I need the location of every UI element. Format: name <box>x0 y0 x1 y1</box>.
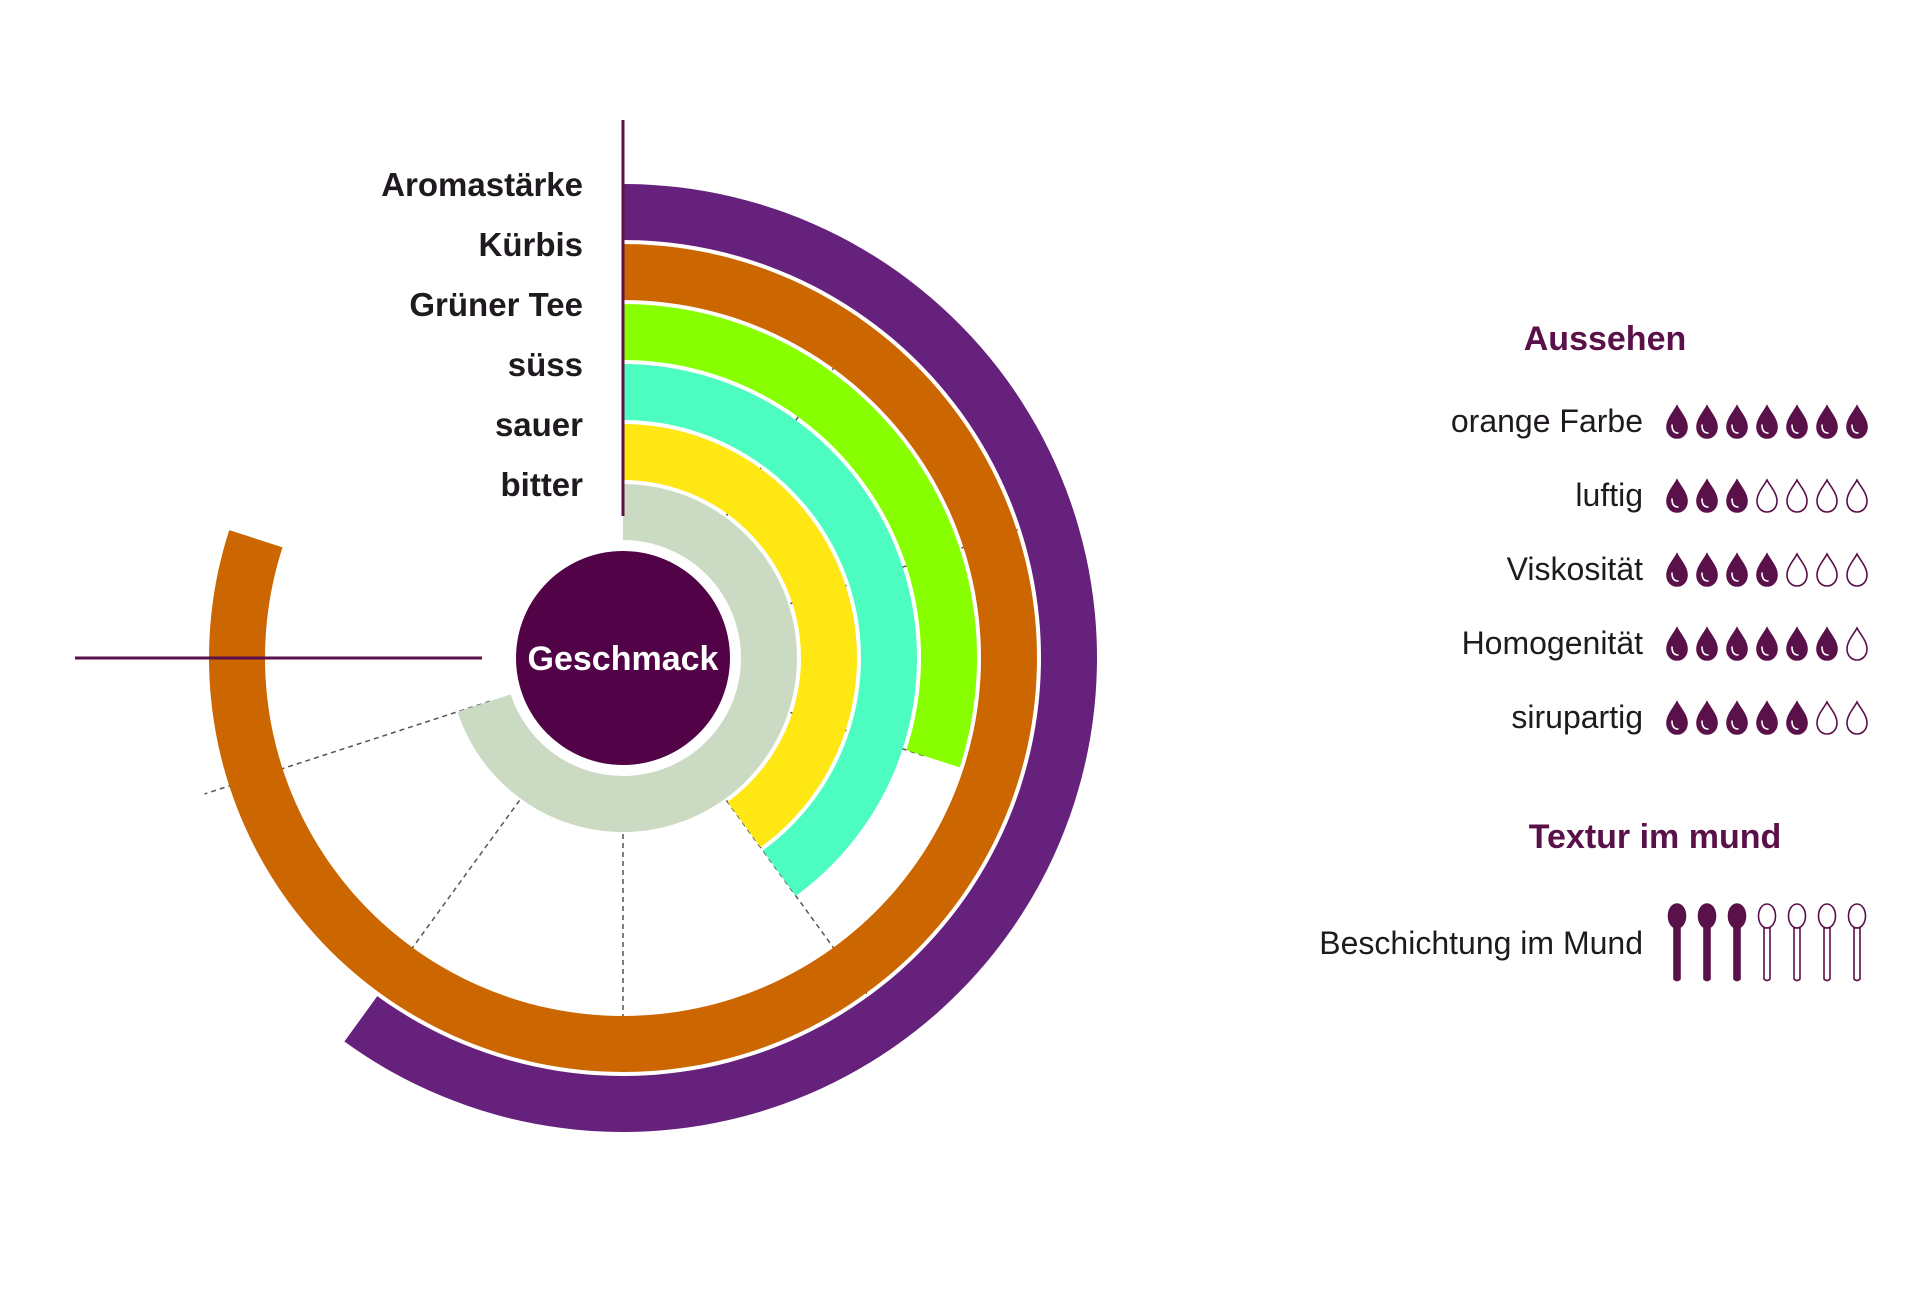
drop-icon <box>1666 404 1688 439</box>
drop-icon <box>1756 404 1778 439</box>
drop-icon <box>1696 700 1718 735</box>
rating-row-viskositaet: Viskosität <box>1507 551 1868 587</box>
ring-bars <box>209 183 1098 1132</box>
label-suess: süss <box>508 346 583 383</box>
drop-icon <box>1726 404 1748 439</box>
drop-icon <box>1726 700 1748 735</box>
drop-icon <box>1726 552 1748 587</box>
drop-icon <box>1786 404 1808 439</box>
spoon-icon <box>1727 903 1747 982</box>
drop-icon <box>1696 626 1718 661</box>
spoon-icon <box>1697 903 1717 982</box>
rating-row-orange-farbe: orange Farbe <box>1451 403 1868 439</box>
center-disc <box>516 551 730 765</box>
ring-suess <box>623 364 917 896</box>
ring-gruener-tee <box>623 304 977 768</box>
drop-icon <box>1696 478 1718 513</box>
spoon-icon <box>1847 903 1867 982</box>
drop-icon <box>1756 552 1778 587</box>
rating-panel: Aussehen orange Farbe luftig Viskosität Homo… <box>1319 320 1868 982</box>
drop-icon <box>1696 404 1718 439</box>
spoon-icon <box>1817 903 1837 982</box>
rating-row-luftig: luftig <box>1575 477 1868 513</box>
label-aromastaerke: Aromastärke <box>381 166 583 203</box>
rating-label: luftig <box>1575 477 1643 513</box>
drop-icon <box>1696 552 1718 587</box>
drop-icon <box>1666 700 1688 735</box>
drop-icon <box>1816 552 1838 587</box>
drop-icon <box>1816 626 1838 661</box>
section-title-textur-im-mund: Textur im mund <box>1529 818 1782 856</box>
center-label: Geschmack <box>528 640 719 678</box>
label-bitter: bitter <box>501 466 584 503</box>
drop-icon <box>1786 478 1808 513</box>
label-kuerbis: Kürbis <box>478 226 583 263</box>
drop-icon <box>1846 552 1868 587</box>
label-gruener-tee: Grüner Tee <box>409 286 583 323</box>
drop-icon <box>1846 700 1868 735</box>
drop-icon <box>1846 478 1868 513</box>
gridline <box>204 700 491 795</box>
section-title-aussehen: Aussehen <box>1524 320 1687 358</box>
rating-label: orange Farbe <box>1451 403 1643 439</box>
drop-icon <box>1756 478 1778 513</box>
ring-bitter <box>457 484 797 832</box>
label-sauer: sauer <box>495 406 583 443</box>
drop-icon <box>1666 626 1688 661</box>
spoon-icon <box>1787 903 1807 982</box>
gridline <box>399 770 542 966</box>
rating-row-homogenitaet: Homogenität <box>1462 625 1868 661</box>
drop-icon <box>1726 626 1748 661</box>
drop-icon <box>1786 626 1808 661</box>
drop-icon <box>1726 478 1748 513</box>
ring-aromastaerke <box>344 183 1098 1132</box>
rating-label: sirupartig <box>1511 699 1643 735</box>
drop-icon <box>1786 552 1808 587</box>
category-labels: Aromastärke Kürbis Grüner Tee süss sauer bitt… <box>381 166 583 503</box>
rating-label: Homogenität <box>1462 625 1644 661</box>
drop-icon <box>1756 626 1778 661</box>
drop-icon <box>1666 552 1688 587</box>
spoon-icon <box>1667 903 1687 982</box>
rating-row-sirupartig: sirupartig <box>1511 699 1868 735</box>
drop-icon <box>1816 700 1838 735</box>
drop-icon <box>1846 626 1868 661</box>
drop-icon <box>1786 700 1808 735</box>
drop-icon <box>1816 404 1838 439</box>
rating-label: Viskosität <box>1507 551 1643 587</box>
drop-icon <box>1846 404 1868 439</box>
drop-icon <box>1666 478 1688 513</box>
spoon-icon <box>1757 903 1777 982</box>
rating-label: Beschichtung im Mund <box>1319 925 1643 961</box>
rating-row-beschichtung-im-mund: Beschichtung im Mund <box>1319 903 1867 982</box>
gridline <box>704 770 883 1015</box>
ring-sauer <box>623 424 858 848</box>
drop-icon <box>1756 700 1778 735</box>
drop-icon <box>1816 478 1838 513</box>
